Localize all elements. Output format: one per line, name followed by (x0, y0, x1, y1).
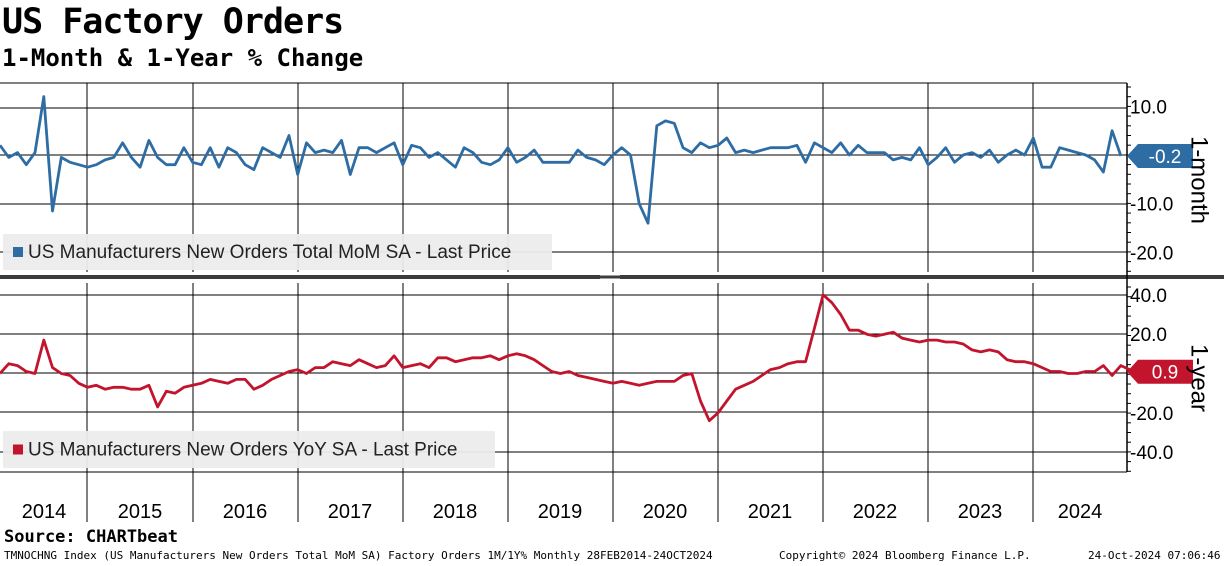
chart-subtitle: 1-Month & 1-Year % Change (2, 44, 364, 72)
y-tick-label: -40.0 (1130, 443, 1173, 464)
axis-title: 1-year (1186, 344, 1213, 412)
yoy-series-line (0, 293, 1192, 423)
x-tick-label: 2014 (22, 501, 67, 523)
y-tick-label: 20.0 (1130, 325, 1167, 346)
x-tick-label: 2015 (118, 501, 163, 523)
mom-series-line (0, 95, 1123, 225)
footer-copyright: Copyright© 2024 Bloomberg Finance L.P. (779, 549, 1031, 562)
last-value-label: 0.9 (1152, 363, 1178, 384)
x-tick-label: 2019 (538, 501, 583, 523)
legend-swatch (13, 247, 23, 257)
legend-label: US Manufacturers New Orders YoY SA - Las… (28, 440, 457, 461)
y-tick-label: -10.0 (1130, 195, 1173, 216)
footer-timestamp: 24-Oct-2024 07:06:46 (1088, 549, 1221, 562)
x-tick-label: 2018 (433, 501, 478, 523)
legend-label: US Manufacturers New Orders Total MoM SA… (28, 242, 511, 263)
last-value-label: -0.2 (1149, 147, 1182, 168)
chart-title: US Factory Orders (2, 2, 344, 42)
legend-box (3, 431, 495, 468)
x-tick-label: 2021 (748, 501, 793, 523)
footer-description: TMNOCHNG Index (US Manufacturers New Ord… (4, 549, 713, 562)
axis-title: 1-month (1186, 136, 1213, 224)
last-value-tag (1127, 143, 1193, 168)
x-tick-label: 2024 (1058, 501, 1103, 523)
x-tick-label: 2017 (328, 501, 373, 523)
x-tick-label: 2016 (223, 501, 268, 523)
source-label: Source: CHARTbeat (4, 527, 178, 547)
y-tick-label: 40.0 (1130, 286, 1167, 307)
legend-swatch (13, 444, 23, 455)
legend-box (3, 234, 552, 270)
y-tick-label: -20.0 (1130, 243, 1173, 264)
y-tick-label: -20.0 (1130, 404, 1173, 425)
x-tick-label: 2022 (853, 501, 898, 523)
y-tick-label: 10.0 (1130, 97, 1167, 118)
x-tick-label: 2023 (958, 501, 1003, 523)
x-tick-label: 2020 (643, 501, 688, 523)
last-value-tag (1127, 359, 1193, 384)
